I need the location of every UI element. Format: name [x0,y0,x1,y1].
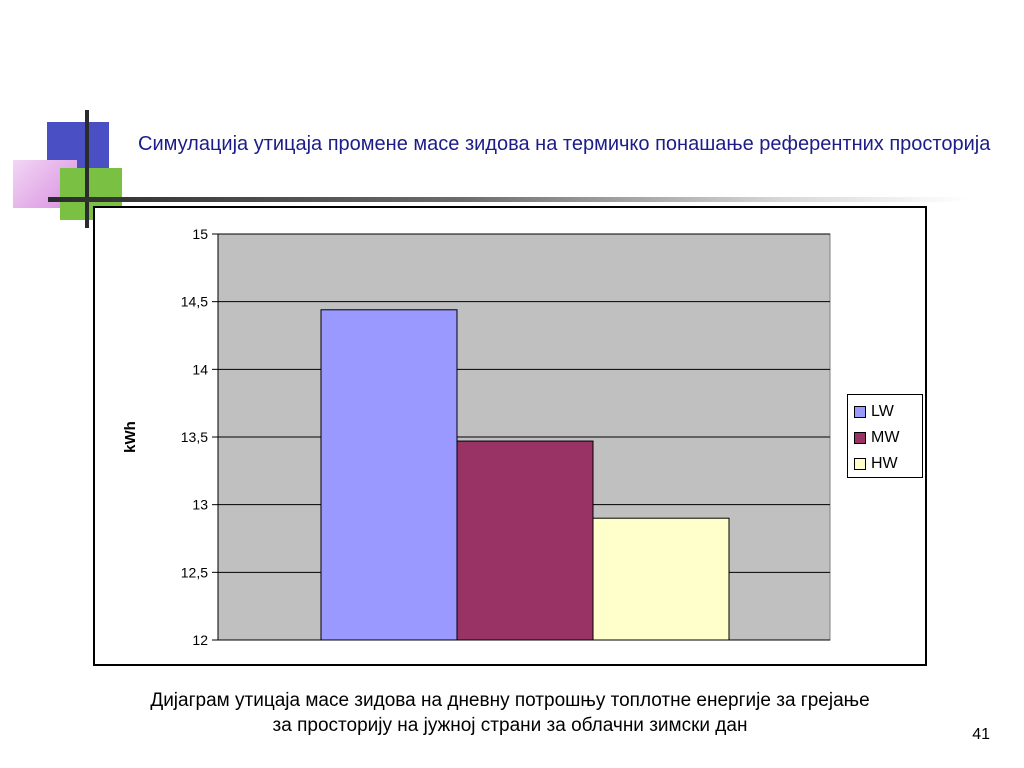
legend-swatch [854,458,866,470]
bar-lw [320,309,458,641]
legend-item-hw: HW [854,451,922,477]
decor-vertical-line [85,110,89,228]
chart-legend: LW MW HW [847,394,923,478]
bar-mw [456,440,594,641]
y-tick-label: 13,5 [181,429,208,445]
y-tick-label: 12 [192,632,208,648]
bar-hw [592,517,730,641]
bar-chart: 12 12,5 13 13,5 14 14,5 15 kWh [122,226,831,648]
y-tick-label: 13 [192,497,208,513]
y-tick-label: 14,5 [181,294,208,310]
y-tick-label: 15 [192,226,208,242]
legend-swatch [854,406,866,418]
y-tick-label: 12,5 [181,564,208,580]
caption-line-1: Дијаграм утицаја масе зидова на дневну п… [150,690,870,711]
legend-item-lw: LW [854,399,922,425]
y-axis-title: kWh [122,421,139,453]
caption-line-2: за просторију на јужној страни за облачн… [272,715,748,736]
y-tick-label: 14 [192,361,208,377]
figure-caption: Дијаграм утицаја масе зидова на дневну п… [40,688,980,738]
legend-item-mw: MW [854,425,922,451]
title-underline [48,197,968,202]
slide-title: Симулација утицаја промене масе зидова н… [138,133,991,155]
chart-frame: 12 12,5 13 13,5 14 14,5 15 kWh [93,206,927,666]
slide-number: 41 [972,726,990,743]
legend-label: HW [871,455,898,472]
legend-swatch [854,432,866,444]
legend-label: MW [871,429,900,446]
legend-label: LW [871,403,894,420]
